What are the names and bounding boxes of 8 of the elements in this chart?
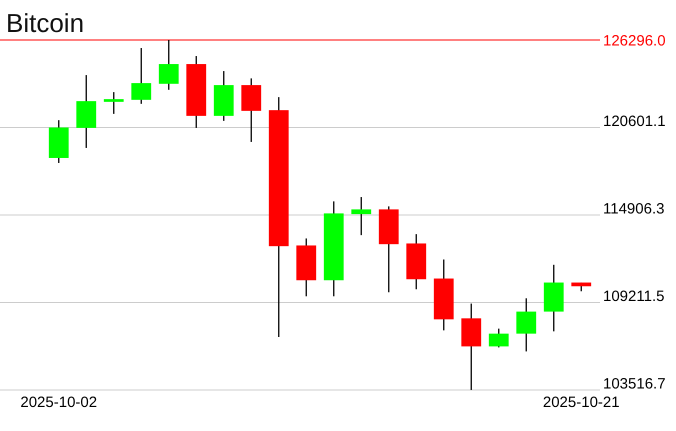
y-tick-label: 109211.5: [603, 288, 664, 305]
y-tick-label: 103516.7: [603, 376, 666, 392]
ref-line-label: 126296.0: [603, 32, 666, 50]
chart-title: Bitcoin: [6, 8, 84, 38]
y-tick-label: 120601.1: [603, 113, 666, 130]
x-tick-label: 2025-10-21: [542, 394, 620, 411]
y-tick-label: 114906.3: [603, 200, 664, 218]
x-tick-label: 2025-10-02: [20, 394, 98, 411]
